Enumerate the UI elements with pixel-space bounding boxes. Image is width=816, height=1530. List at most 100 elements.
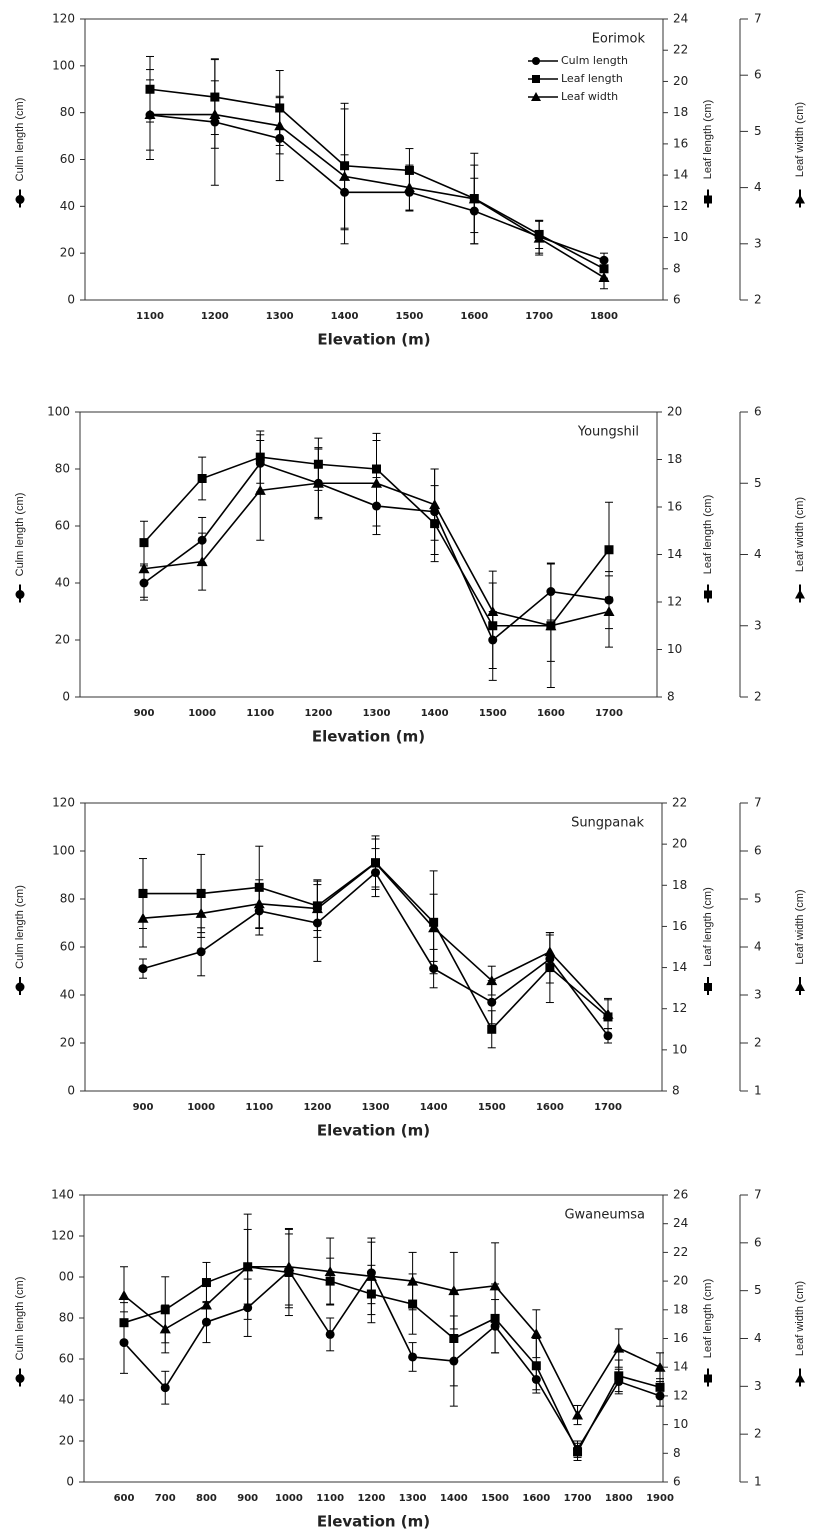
y3-tick-label: 6: [754, 1235, 762, 1249]
marker: [429, 499, 441, 510]
marker: [197, 474, 207, 483]
x-tick-label: 1000: [188, 708, 216, 719]
marker: [613, 1342, 625, 1353]
marker: [654, 1361, 666, 1372]
axis-label: Leaf length (cm): [702, 100, 714, 179]
y2-tick-label: 16: [672, 919, 687, 933]
y-tick-label: 80: [60, 105, 75, 119]
y2-tick-label: 16: [673, 1331, 688, 1345]
marker: [408, 1352, 418, 1362]
y-tick-label: 00: [59, 1270, 74, 1284]
y-tick-label: 60: [59, 1352, 74, 1366]
x-axis-label: Elevation (m): [317, 331, 430, 349]
y3-tick-label: 6: [754, 68, 762, 82]
axis-label-icon: [704, 1374, 712, 1383]
y2-tick-label: 8: [667, 690, 675, 704]
marker: [201, 1278, 211, 1288]
x-tick-label: 1400: [331, 311, 359, 322]
y2-tick-label: 6: [673, 1475, 681, 1489]
y2-tick-label: 14: [673, 1360, 688, 1374]
chart-title: Sungpanak: [571, 816, 644, 831]
y2-tick-label: 14: [672, 960, 687, 974]
x-tick-label: 1200: [201, 311, 229, 322]
marker: [403, 182, 415, 193]
marker: [209, 109, 221, 120]
y2-tick-label: 20: [673, 74, 688, 88]
x-tick-label: 1500: [481, 1493, 509, 1504]
marker: [196, 556, 208, 567]
legend-marker: [532, 75, 540, 83]
marker: [325, 1329, 335, 1339]
x-tick-label: 1900: [646, 1493, 674, 1504]
y3-tick-label: 6: [754, 405, 762, 419]
marker: [533, 232, 545, 243]
axis-label: Culm length (cm): [14, 493, 26, 577]
y-tick-label: 60: [60, 940, 75, 954]
marker: [407, 1275, 419, 1286]
axis-label: Culm length (cm): [14, 885, 26, 969]
x-tick-label: 1200: [304, 708, 332, 719]
y-tick-label: 120: [52, 796, 75, 810]
y2-tick-label: 22: [673, 43, 688, 57]
x-tick-label: 1300: [363, 708, 391, 719]
marker: [655, 1382, 665, 1392]
x-tick-label: 1500: [396, 311, 424, 322]
x-tick-label: 1600: [536, 1102, 564, 1113]
axis-label: Leaf width (cm): [794, 497, 806, 572]
y2-tick-label: 10: [667, 642, 682, 656]
y2-tick-label: 16: [673, 136, 688, 150]
y2-tick-label: 8: [673, 261, 681, 275]
chart-title: Youngshil: [577, 425, 639, 440]
y3-tick-label: 1: [754, 1475, 762, 1489]
axis-label-icon: [15, 590, 25, 599]
y3-tick-label: 4: [754, 180, 762, 194]
y3-tick-label: 4: [754, 547, 762, 561]
y3-tick-label: 2: [754, 1427, 762, 1441]
marker: [200, 1299, 212, 1310]
marker: [312, 477, 324, 488]
y3-tick-label: 7: [754, 796, 762, 810]
y3-tick-label: 5: [754, 476, 762, 490]
axis-label: Leaf width (cm): [794, 102, 806, 177]
y-tick-label: 120: [52, 12, 75, 26]
chart-title: Eorimok: [592, 32, 646, 47]
marker: [468, 193, 480, 204]
y-tick-label: 20: [59, 1434, 74, 1448]
y2-tick-label: 18: [667, 452, 682, 466]
y3-tick-label: 7: [754, 12, 762, 26]
y-tick-label: 100: [47, 405, 70, 419]
axis-label: Culm length (cm): [14, 98, 26, 182]
y3-tick-label: 5: [754, 1283, 762, 1297]
axis-label: Leaf length (cm): [702, 1279, 714, 1358]
y3-tick-label: 2: [754, 293, 762, 307]
x-tick-label: 1800: [605, 1493, 633, 1504]
y2-tick-label: 16: [667, 500, 682, 514]
marker: [489, 1280, 501, 1291]
x-tick-label: 800: [196, 1493, 217, 1504]
x-tick-label: 1300: [362, 1102, 390, 1113]
marker: [254, 484, 266, 495]
axis-label-icon: [15, 1374, 25, 1383]
y2-tick-label: 14: [667, 547, 682, 561]
y-tick-label: 20: [60, 1036, 75, 1050]
x-tick-label: 1000: [275, 1493, 303, 1504]
x-tick-label: 1300: [266, 311, 294, 322]
marker: [572, 1409, 584, 1420]
x-tick-label: 1400: [440, 1493, 468, 1504]
y2-tick-label: 18: [672, 878, 687, 892]
legend-label: Culm length: [561, 54, 628, 67]
x-tick-label: 1100: [246, 708, 274, 719]
y2-tick-label: 24: [673, 12, 688, 26]
y-tick-label: 60: [55, 519, 70, 533]
y2-tick-label: 10: [673, 1417, 688, 1431]
x-tick-label: 1600: [537, 708, 565, 719]
y-tick-label: 40: [55, 576, 70, 590]
marker: [598, 272, 610, 283]
x-tick-label: 1200: [357, 1493, 385, 1504]
legend-label: Leaf length: [561, 72, 623, 85]
y2-tick-label: 12: [673, 199, 688, 213]
y2-tick-label: 12: [673, 1388, 688, 1402]
x-axis-label: Elevation (m): [312, 728, 425, 746]
marker: [487, 1024, 497, 1034]
legend-marker: [532, 57, 540, 65]
